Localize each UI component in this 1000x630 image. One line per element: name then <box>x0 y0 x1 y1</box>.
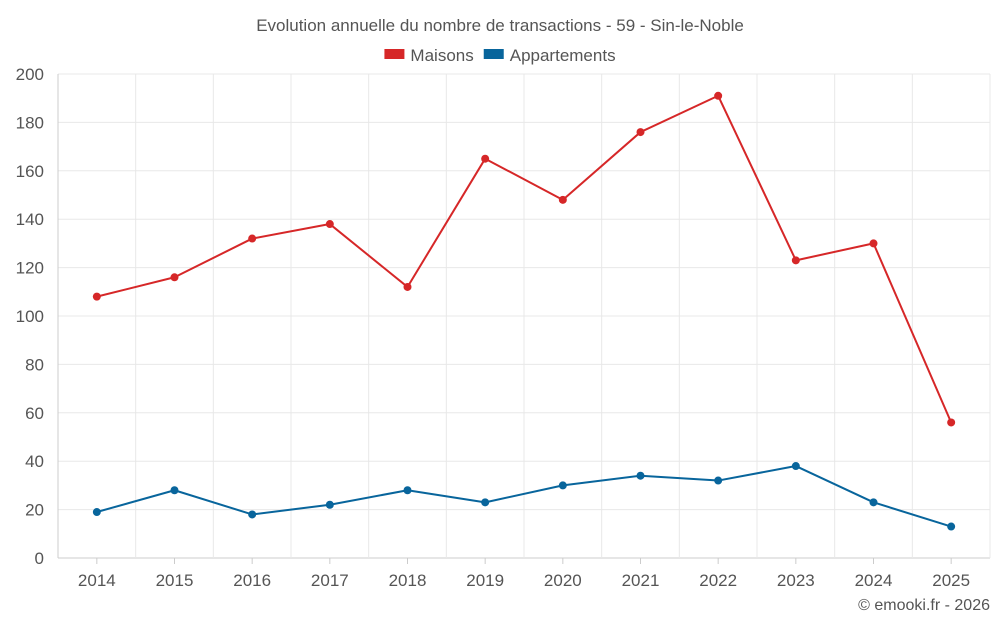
series-line <box>96 94 953 423</box>
y-tick-label: 180 <box>16 113 44 132</box>
data-point[interactable] <box>869 498 878 507</box>
series-layer <box>92 91 956 531</box>
y-tick-label: 200 <box>16 65 44 84</box>
y-tick-label: 60 <box>25 404 44 423</box>
x-tick-label: 2024 <box>855 571 893 590</box>
data-point[interactable] <box>92 508 101 517</box>
series-line <box>96 465 952 528</box>
legend-swatch <box>483 49 504 59</box>
series-maisons <box>92 91 956 427</box>
chart-title: Evolution annuelle du nombre de transact… <box>256 16 744 35</box>
data-point[interactable] <box>248 234 257 243</box>
grid <box>57 73 991 559</box>
x-tick-label: 2020 <box>544 571 582 590</box>
y-tick-label: 100 <box>16 307 44 326</box>
data-point[interactable] <box>170 273 179 282</box>
x-tick-label: 2019 <box>466 571 504 590</box>
legend-swatch <box>384 49 405 59</box>
data-point[interactable] <box>558 195 567 204</box>
x-tick-label: 2018 <box>389 571 427 590</box>
data-point[interactable] <box>636 471 645 480</box>
legend-label: Appartements <box>510 46 616 65</box>
data-point[interactable] <box>481 498 490 507</box>
credit-text: © emooki.fr - 2026 <box>858 597 990 614</box>
y-tick-label: 40 <box>25 452 44 471</box>
data-point[interactable] <box>325 220 334 229</box>
legend: Maisons Appartements <box>384 46 616 65</box>
data-point[interactable] <box>714 91 723 100</box>
x-axis: 2014 2015 2016 2017 2018 2019 2020 2021 2022 2023… <box>78 558 970 590</box>
y-tick-label: 80 <box>25 355 44 374</box>
x-tick-label: 2015 <box>156 571 194 590</box>
legend-label: Maisons <box>410 46 473 65</box>
data-point[interactable] <box>714 476 723 485</box>
y-tick-label: 0 <box>35 549 44 568</box>
data-point[interactable] <box>403 282 412 291</box>
series-appartements <box>92 462 956 531</box>
x-tick-label: 2016 <box>233 571 271 590</box>
data-point[interactable] <box>947 522 956 531</box>
data-point[interactable] <box>947 418 956 427</box>
y-tick-label: 140 <box>16 210 44 229</box>
y-axis: 0 20 40 60 80 100 120 140 160 180 200 <box>16 65 44 568</box>
y-tick-label: 160 <box>16 162 44 181</box>
legend-item-maisons[interactable]: Maisons <box>384 46 474 65</box>
data-point[interactable] <box>481 154 490 163</box>
data-point[interactable] <box>791 462 800 471</box>
data-point[interactable] <box>558 481 567 490</box>
data-point[interactable] <box>325 500 334 509</box>
data-point[interactable] <box>636 128 645 137</box>
x-tick-label: 2017 <box>311 571 349 590</box>
legend-item-appartements[interactable]: Appartements <box>483 46 616 65</box>
x-tick-label: 2014 <box>78 571 116 590</box>
data-point[interactable] <box>403 486 412 495</box>
y-tick-label: 20 <box>25 501 44 520</box>
data-point[interactable] <box>791 256 800 265</box>
data-point[interactable] <box>170 486 179 495</box>
x-tick-label: 2023 <box>777 571 815 590</box>
data-point[interactable] <box>248 510 257 519</box>
y-tick-label: 120 <box>16 259 44 278</box>
x-tick-label: 2022 <box>699 571 737 590</box>
x-tick-label: 2021 <box>622 571 660 590</box>
x-tick-label: 2025 <box>932 571 970 590</box>
data-point[interactable] <box>869 239 878 248</box>
data-point[interactable] <box>92 292 101 301</box>
